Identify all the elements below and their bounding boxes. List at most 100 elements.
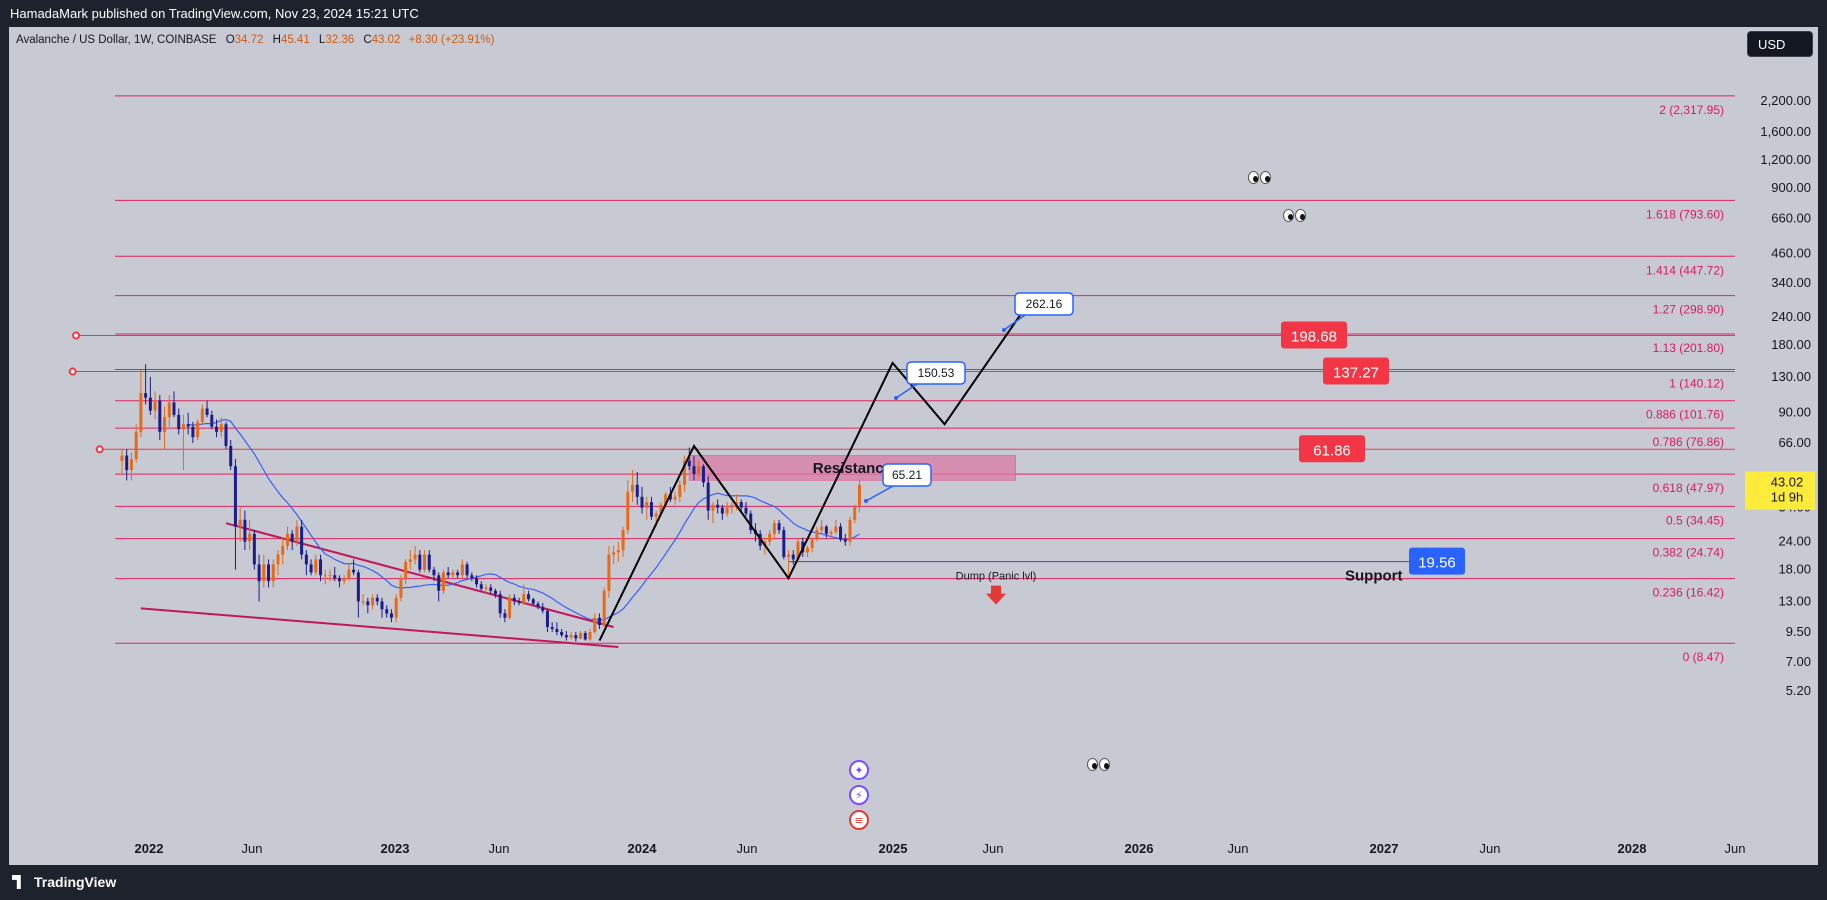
candle[interactable] xyxy=(281,537,285,565)
candle[interactable] xyxy=(498,590,502,618)
candle[interactable] xyxy=(271,559,275,588)
candle[interactable] xyxy=(252,530,256,570)
resistance-zone[interactable] xyxy=(688,455,1016,481)
candle[interactable] xyxy=(503,609,507,623)
candle[interactable] xyxy=(371,594,375,610)
candle[interactable] xyxy=(347,564,351,582)
candle[interactable] xyxy=(276,550,280,576)
candle[interactable] xyxy=(772,519,776,538)
candle[interactable] xyxy=(337,575,341,588)
candle[interactable] xyxy=(645,496,649,520)
wedge-lower-line[interactable] xyxy=(140,607,619,648)
candle[interactable] xyxy=(820,519,824,534)
candle[interactable] xyxy=(621,526,625,557)
candle[interactable] xyxy=(716,499,720,514)
candle[interactable] xyxy=(148,376,152,415)
candle[interactable] xyxy=(144,364,148,405)
candle[interactable] xyxy=(238,507,242,542)
candle[interactable] xyxy=(153,391,157,420)
candle[interactable] xyxy=(200,404,204,425)
candle[interactable] xyxy=(725,502,729,517)
candle[interactable] xyxy=(385,605,389,618)
candle[interactable] xyxy=(129,452,133,481)
candle[interactable] xyxy=(446,567,450,579)
candle[interactable] xyxy=(427,550,431,573)
candle[interactable] xyxy=(134,424,138,463)
candle[interactable] xyxy=(626,480,630,534)
price-axis[interactable]: 2,200.00 1,600.00 1,200.00 900.00 660.00 460.… xyxy=(1760,93,1811,698)
candle[interactable] xyxy=(243,510,247,551)
candle[interactable] xyxy=(394,594,398,623)
candle[interactable] xyxy=(267,559,271,588)
candle[interactable] xyxy=(125,449,129,481)
candle[interactable] xyxy=(375,594,379,606)
level-anchor-point[interactable] xyxy=(72,331,81,340)
candle[interactable] xyxy=(564,630,568,641)
level-tag[interactable] xyxy=(1281,321,1347,349)
candle[interactable] xyxy=(323,569,327,585)
candle[interactable] xyxy=(479,581,483,591)
candle[interactable] xyxy=(787,550,791,576)
projection-path[interactable] xyxy=(598,314,1022,642)
candle[interactable] xyxy=(356,569,360,618)
candle[interactable] xyxy=(749,510,753,534)
level-tag[interactable] xyxy=(1409,547,1465,575)
candle[interactable] xyxy=(470,572,474,582)
target-callout[interactable] xyxy=(882,463,932,487)
wedge-upper-line[interactable] xyxy=(225,522,614,628)
candle[interactable] xyxy=(777,519,781,534)
candle[interactable] xyxy=(489,584,493,595)
candle[interactable] xyxy=(541,602,545,614)
level-tag[interactable] xyxy=(1323,357,1389,385)
candle[interactable] xyxy=(735,494,739,511)
candle[interactable] xyxy=(527,590,531,602)
candle[interactable] xyxy=(829,530,833,538)
candle[interactable] xyxy=(697,460,701,479)
candle[interactable] xyxy=(451,569,455,579)
candle[interactable] xyxy=(545,609,549,632)
candle[interactable] xyxy=(262,554,266,588)
level-anchor-point[interactable] xyxy=(68,367,77,376)
candle[interactable] xyxy=(583,630,587,641)
sparkle-icon[interactable] xyxy=(849,760,869,780)
candle[interactable] xyxy=(163,406,167,450)
candle[interactable] xyxy=(285,526,289,551)
target-callout[interactable] xyxy=(1014,292,1074,316)
candle[interactable] xyxy=(352,559,356,576)
candle[interactable] xyxy=(522,584,526,606)
candle[interactable] xyxy=(366,597,370,614)
candle[interactable] xyxy=(295,519,299,546)
candle[interactable] xyxy=(701,464,705,488)
candle[interactable] xyxy=(465,561,469,579)
candle[interactable] xyxy=(233,458,237,570)
candle[interactable] xyxy=(782,526,786,560)
candle[interactable] xyxy=(687,447,691,471)
candle[interactable] xyxy=(597,613,601,629)
candle[interactable] xyxy=(181,414,185,471)
us-flag-icon[interactable] xyxy=(849,810,869,830)
candle[interactable] xyxy=(413,545,417,565)
candle[interactable] xyxy=(319,554,323,582)
candle[interactable] xyxy=(172,391,176,418)
candle[interactable] xyxy=(333,567,337,582)
candle[interactable] xyxy=(342,575,346,585)
candle[interactable] xyxy=(593,613,597,635)
candle[interactable] xyxy=(300,519,304,560)
candle[interactable] xyxy=(612,545,616,565)
candle[interactable] xyxy=(631,470,635,503)
candle[interactable] xyxy=(602,587,606,627)
candle[interactable] xyxy=(229,440,233,471)
candle[interactable] xyxy=(649,496,653,520)
candle[interactable] xyxy=(517,597,521,606)
candle[interactable] xyxy=(399,575,403,602)
candle[interactable] xyxy=(853,504,857,524)
candle[interactable] xyxy=(536,601,540,610)
candle[interactable] xyxy=(186,412,190,435)
candle[interactable] xyxy=(839,523,843,542)
level-tag[interactable] xyxy=(1299,435,1365,463)
candle[interactable] xyxy=(843,533,847,546)
candle[interactable] xyxy=(224,421,228,450)
candle[interactable] xyxy=(744,502,748,517)
candle[interactable] xyxy=(555,622,559,636)
level-anchor-point[interactable] xyxy=(95,445,104,454)
